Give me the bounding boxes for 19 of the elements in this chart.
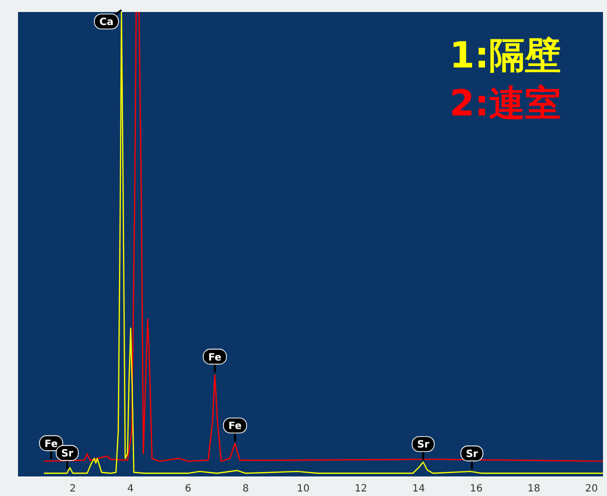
annotation: Fe <box>228 421 242 432</box>
x-tick-label: 18 <box>527 484 540 495</box>
x-tick-label: 4 <box>127 484 134 495</box>
x-tick-label: 10 <box>296 484 310 495</box>
annotation: Sr <box>466 449 478 460</box>
x-tick-label: 14 <box>412 484 425 495</box>
x-tick-label: 8 <box>242 484 249 495</box>
x-tick-label: 12 <box>354 484 368 495</box>
x-tick-label: 2 <box>70 484 76 495</box>
x-tick-label: 20 <box>585 484 598 495</box>
annotation: Sr <box>417 440 430 451</box>
annotation: Fe <box>44 438 58 450</box>
annotation: Ca <box>99 17 114 28</box>
text: 1:隔壁 <box>450 35 562 76</box>
x-tick-label: 6 <box>184 484 192 495</box>
annotation: Fe <box>208 352 222 364</box>
text: 2:連室 <box>450 83 562 124</box>
annotation: Sr <box>61 448 74 460</box>
x-tick-label: 16 <box>470 484 483 495</box>
